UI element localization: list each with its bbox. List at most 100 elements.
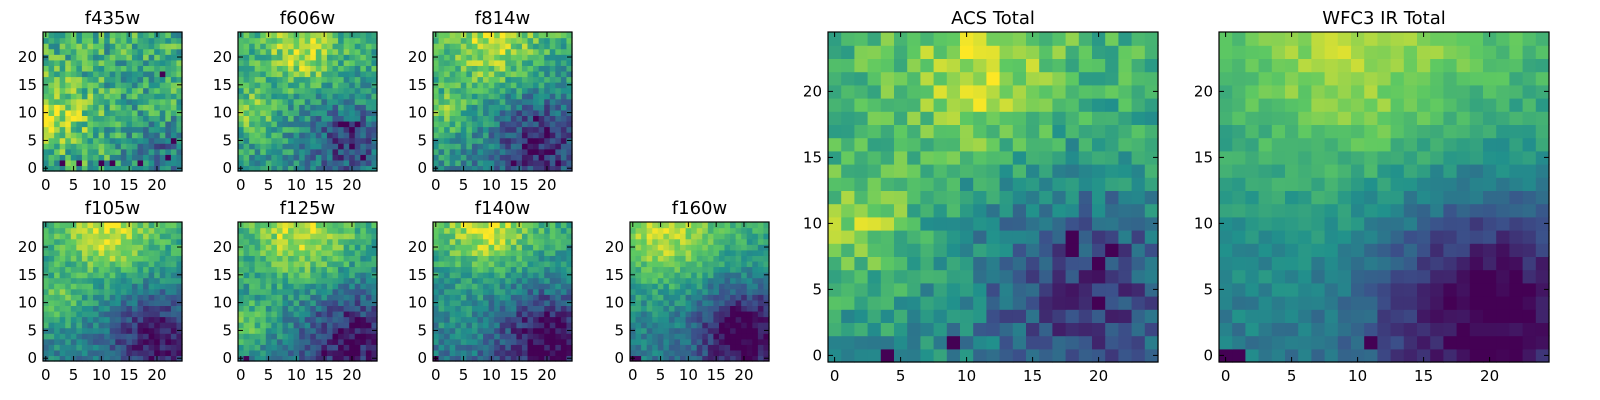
heatmap-cell xyxy=(349,120,356,128)
heatmap-cell xyxy=(243,82,250,89)
heatmap-cell xyxy=(707,316,714,323)
heatmap-cell xyxy=(310,37,317,44)
heatmap-cell xyxy=(521,48,529,55)
heatmap-cell xyxy=(652,288,659,295)
heatmap-cell xyxy=(488,54,495,61)
heatmap-cell xyxy=(293,143,300,150)
heatmap-cell xyxy=(104,260,111,268)
heatmap-cell xyxy=(533,115,540,122)
heatmap-cell xyxy=(560,344,568,351)
heatmap-cell xyxy=(310,98,317,105)
heatmap-cell xyxy=(444,294,451,301)
heatmap-cell xyxy=(1052,243,1067,257)
heatmap-cell xyxy=(154,294,161,301)
heatmap-cell xyxy=(521,260,529,268)
heatmap-cell xyxy=(646,227,653,234)
heatmap-cell xyxy=(455,32,462,39)
heatmap-cell xyxy=(81,37,89,44)
heatmap-cell xyxy=(343,244,350,251)
heatmap-cell xyxy=(696,233,703,240)
heatmap-cell xyxy=(477,333,484,340)
heatmap-cell xyxy=(293,65,300,72)
heatmap-cell xyxy=(310,299,317,306)
heatmap-cell xyxy=(87,327,94,334)
heatmap-cell xyxy=(354,344,361,351)
heatmap-cell xyxy=(43,322,50,329)
heatmap-cell xyxy=(466,310,473,318)
heatmap-cell xyxy=(894,243,908,257)
heatmap-cell xyxy=(65,76,72,83)
heatmap-cell xyxy=(566,255,573,262)
heatmap-cell xyxy=(321,154,328,161)
heatmap-cell xyxy=(566,288,573,295)
heatmap-cell xyxy=(310,59,317,66)
heatmap-cell xyxy=(54,120,61,128)
x-tick-label: 5 xyxy=(459,366,469,384)
heatmap-cell xyxy=(483,37,490,44)
heatmap-cell xyxy=(349,87,356,94)
heatmap-cell xyxy=(466,143,473,150)
heatmap-cell xyxy=(365,109,373,116)
heatmap-cell xyxy=(657,288,664,295)
heatmap-cell xyxy=(444,299,451,306)
heatmap-cell xyxy=(48,104,55,111)
heatmap-cell xyxy=(757,288,765,295)
heatmap-cell xyxy=(165,165,172,172)
heatmap-cell xyxy=(668,349,676,357)
heatmap-cell xyxy=(746,333,753,340)
heatmap-cell xyxy=(43,143,50,150)
heatmap-cell xyxy=(674,349,681,357)
heatmap-cell xyxy=(635,305,642,312)
heatmap-cell xyxy=(757,355,765,362)
heatmap-cell xyxy=(93,82,100,89)
heatmap-cell xyxy=(249,260,256,268)
heatmap-cell xyxy=(1012,243,1027,257)
axes-frame xyxy=(432,31,573,172)
heatmap-cell xyxy=(483,222,490,229)
heatmap-cell xyxy=(466,233,473,240)
heatmap-cell xyxy=(81,115,89,122)
heatmap-cell xyxy=(271,87,278,94)
heatmap-cell xyxy=(238,93,245,100)
heatmap-cell xyxy=(544,115,551,122)
heatmap-cell xyxy=(249,59,256,66)
heatmap-cell xyxy=(471,143,479,150)
heatmap-cell xyxy=(549,310,556,318)
heatmap-cell xyxy=(538,238,545,245)
heatmap-cell xyxy=(538,37,545,44)
heatmap-cell xyxy=(332,115,339,122)
heatmap-cell xyxy=(170,59,178,66)
y-tick-label: 10 xyxy=(18,294,37,312)
heatmap-cell xyxy=(332,137,339,144)
heatmap-cell xyxy=(360,322,367,329)
heatmap-cell xyxy=(321,327,328,334)
heatmap-cell xyxy=(338,59,345,66)
heatmap-cell xyxy=(652,316,659,323)
heatmap-cell xyxy=(746,338,753,345)
heatmap-cell xyxy=(894,322,908,337)
heatmap-cell xyxy=(521,288,529,295)
heatmap-cell xyxy=(746,277,753,284)
heatmap-cell xyxy=(260,288,267,295)
heatmap-cell xyxy=(271,154,278,161)
heatmap-cell xyxy=(243,322,250,329)
heatmap-cell xyxy=(349,288,356,295)
heatmap-cell xyxy=(243,159,250,167)
heatmap-cell xyxy=(477,310,484,318)
heatmap-cell xyxy=(471,93,479,100)
heatmap-cell xyxy=(685,349,692,357)
heatmap-cell xyxy=(757,260,765,268)
heatmap-cell xyxy=(93,98,100,105)
heatmap-cell xyxy=(538,159,545,167)
heatmap-cell xyxy=(371,255,378,262)
heatmap-cell xyxy=(549,109,556,116)
heatmap-cell xyxy=(510,260,517,268)
heatmap-cell xyxy=(510,310,517,318)
heatmap-cell xyxy=(696,299,703,306)
heatmap-cell xyxy=(533,137,540,144)
heatmap-cell xyxy=(238,98,245,105)
heatmap-cell xyxy=(696,227,703,234)
y-tick-label: 10 xyxy=(213,294,232,312)
heatmap-cell xyxy=(718,344,726,351)
heatmap-cell xyxy=(494,54,501,61)
